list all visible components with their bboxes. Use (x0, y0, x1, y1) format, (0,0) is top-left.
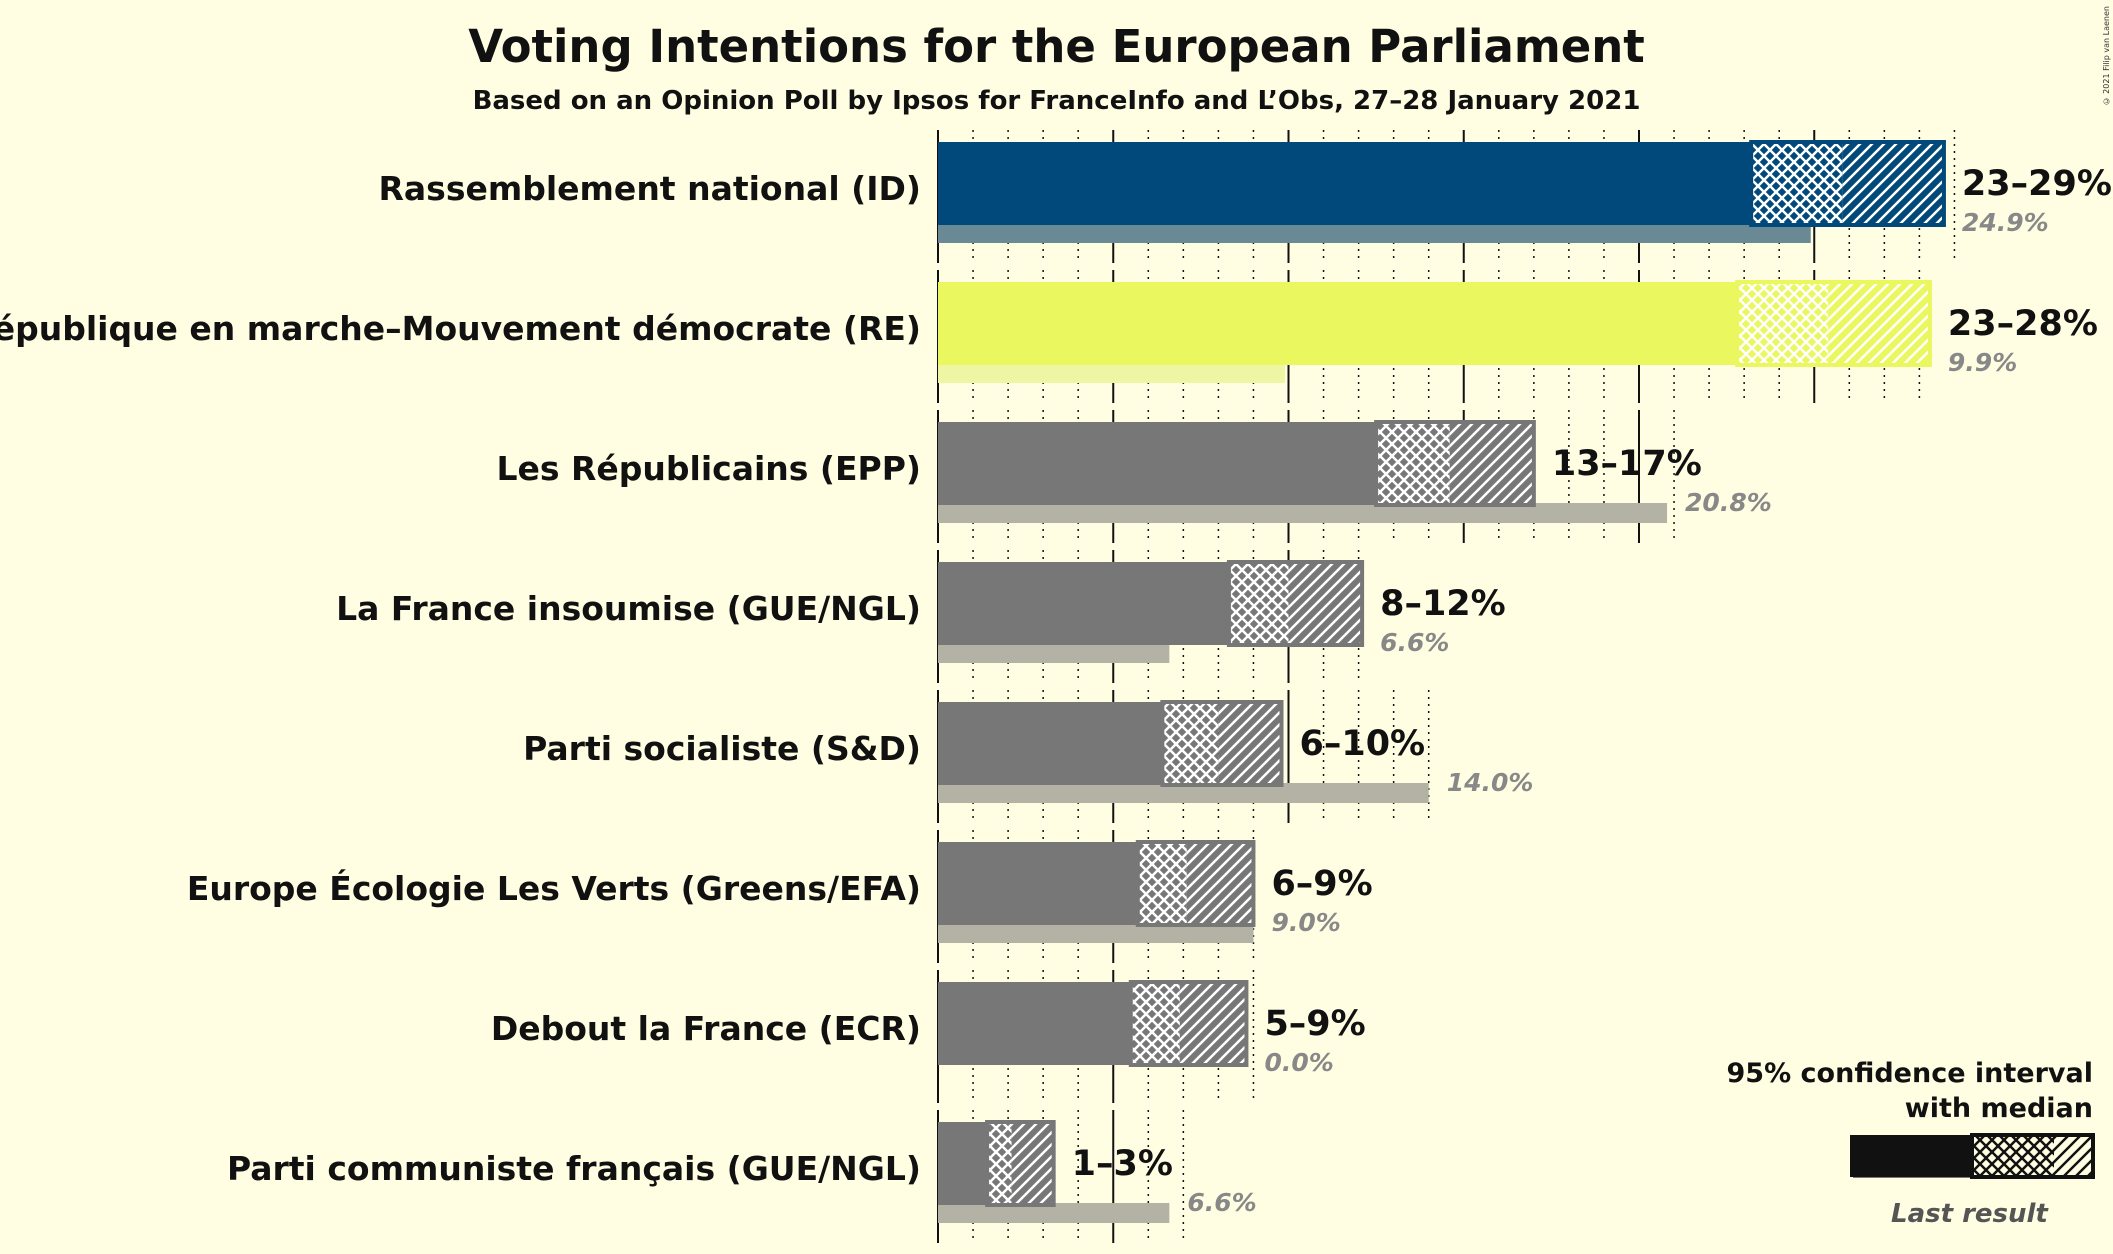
range-label: 13–17% (1552, 444, 1702, 484)
poll-bar-solid (938, 142, 1752, 225)
poll-bar-solid (938, 282, 1738, 365)
party-label: Parti socialiste (S&D) (523, 729, 921, 768)
ci-outline (1135, 840, 1256, 927)
legend-ci-outline (1970, 1133, 2095, 1179)
party-label: La France insoumise (GUE/NGL) (336, 589, 921, 628)
ci-upper-hatch (1011, 1122, 1054, 1205)
party-label: Debout la France (ECR) (491, 1009, 921, 1048)
ci-lower-hatch (1228, 562, 1289, 645)
ci-upper-hatch (1828, 282, 1930, 365)
ci-outline (1160, 700, 1284, 787)
legend-last-result-label: Last result (1891, 1199, 2048, 1229)
range-label: 6–9% (1271, 864, 1372, 904)
ci-upper-hatch (1842, 142, 1944, 225)
last-result-label: 6.6% (1187, 1188, 1256, 1217)
range-label: 5–9% (1264, 1004, 1365, 1044)
range-label: 23–29% (1962, 164, 2112, 204)
poll-bar-solid (938, 982, 1131, 1065)
chart-title: Voting Intentions for the European Parli… (468, 20, 1645, 73)
ci-lower-hatch (1130, 982, 1180, 1065)
ci-lower-hatch (1162, 702, 1219, 785)
party-label: La République en marche–Mouvement démocr… (0, 309, 921, 348)
ci-upper-hatch (1218, 702, 1282, 785)
party-label: Europe Écologie Les Verts (Greens/EFA) (187, 868, 921, 908)
poll-bar-solid (938, 422, 1377, 505)
range-label: 1–3% (1072, 1144, 1173, 1184)
chart-subtitle: Based on an Opinion Poll by Ipsos for Fr… (472, 86, 1641, 116)
legend-ci-label-line1: 95% confidence interval (1726, 1058, 2093, 1089)
ci-upper-hatch (1186, 842, 1254, 925)
legend-solid-bar (1850, 1135, 1972, 1177)
ci-outline (1735, 280, 1932, 367)
last-result-label: 9.0% (1271, 908, 1340, 937)
last-result-bar (938, 923, 1254, 943)
last-result-bar (938, 783, 1429, 803)
legend (1850, 1133, 2095, 1179)
ci-upper-hatch (1179, 982, 1247, 1065)
range-label: 8–12% (1380, 584, 1506, 624)
range-label: 6–10% (1299, 724, 1425, 764)
labels: Rassemblement national (ID) 23–29% 24.9% La… (0, 164, 2112, 1217)
ci-outline (1374, 420, 1536, 507)
bars (938, 140, 1946, 1223)
last-result-bar (938, 223, 1811, 243)
ci-outline (1128, 980, 1249, 1067)
ci-lower-hatch (1376, 422, 1450, 505)
poll-bar-solid (938, 702, 1163, 785)
range-label: 23–28% (1948, 304, 2098, 344)
last-result-bar (938, 1203, 1170, 1223)
last-result-label: 24.9% (1962, 208, 2049, 237)
ci-lower-hatch (1751, 142, 1843, 225)
last-result-bar (938, 363, 1285, 383)
ci-outline (1226, 560, 1365, 647)
ci-lower-hatch (1737, 282, 1829, 365)
legend-diagonal-hatch-pattern (2054, 1135, 2093, 1177)
last-result-bar (938, 503, 1668, 523)
ci-lower-hatch (987, 1122, 1012, 1205)
last-result-label: 9.9% (1948, 348, 2017, 377)
last-result-bar (938, 643, 1170, 663)
last-result-label: 6.6% (1380, 628, 1449, 657)
party-label: Les Républicains (EPP) (496, 449, 921, 488)
ci-lower-hatch (1137, 842, 1187, 925)
poll-bar-solid (938, 562, 1229, 645)
last-result-label: 20.8% (1685, 488, 1772, 517)
party-label: Parti communiste français (GUE/NGL) (227, 1149, 921, 1188)
ci-upper-hatch (1288, 562, 1363, 645)
poll-bar-solid (938, 1122, 988, 1205)
last-result-label: 14.0% (1447, 768, 1534, 797)
legend-ci-label: 95% confidence interval with median (1727, 1056, 2093, 1126)
ci-outline (985, 1120, 1056, 1207)
last-result-label: 0.0% (1264, 1048, 1333, 1077)
ci-upper-hatch (1449, 422, 1534, 505)
legend-ci-label-line2: with median (1904, 1093, 2093, 1124)
ci-outline (1749, 140, 1946, 227)
poll-bar-solid (938, 842, 1138, 925)
party-label: Rassemblement national (ID) (379, 169, 922, 208)
legend-cross-hatch-pattern (1972, 1135, 2054, 1177)
